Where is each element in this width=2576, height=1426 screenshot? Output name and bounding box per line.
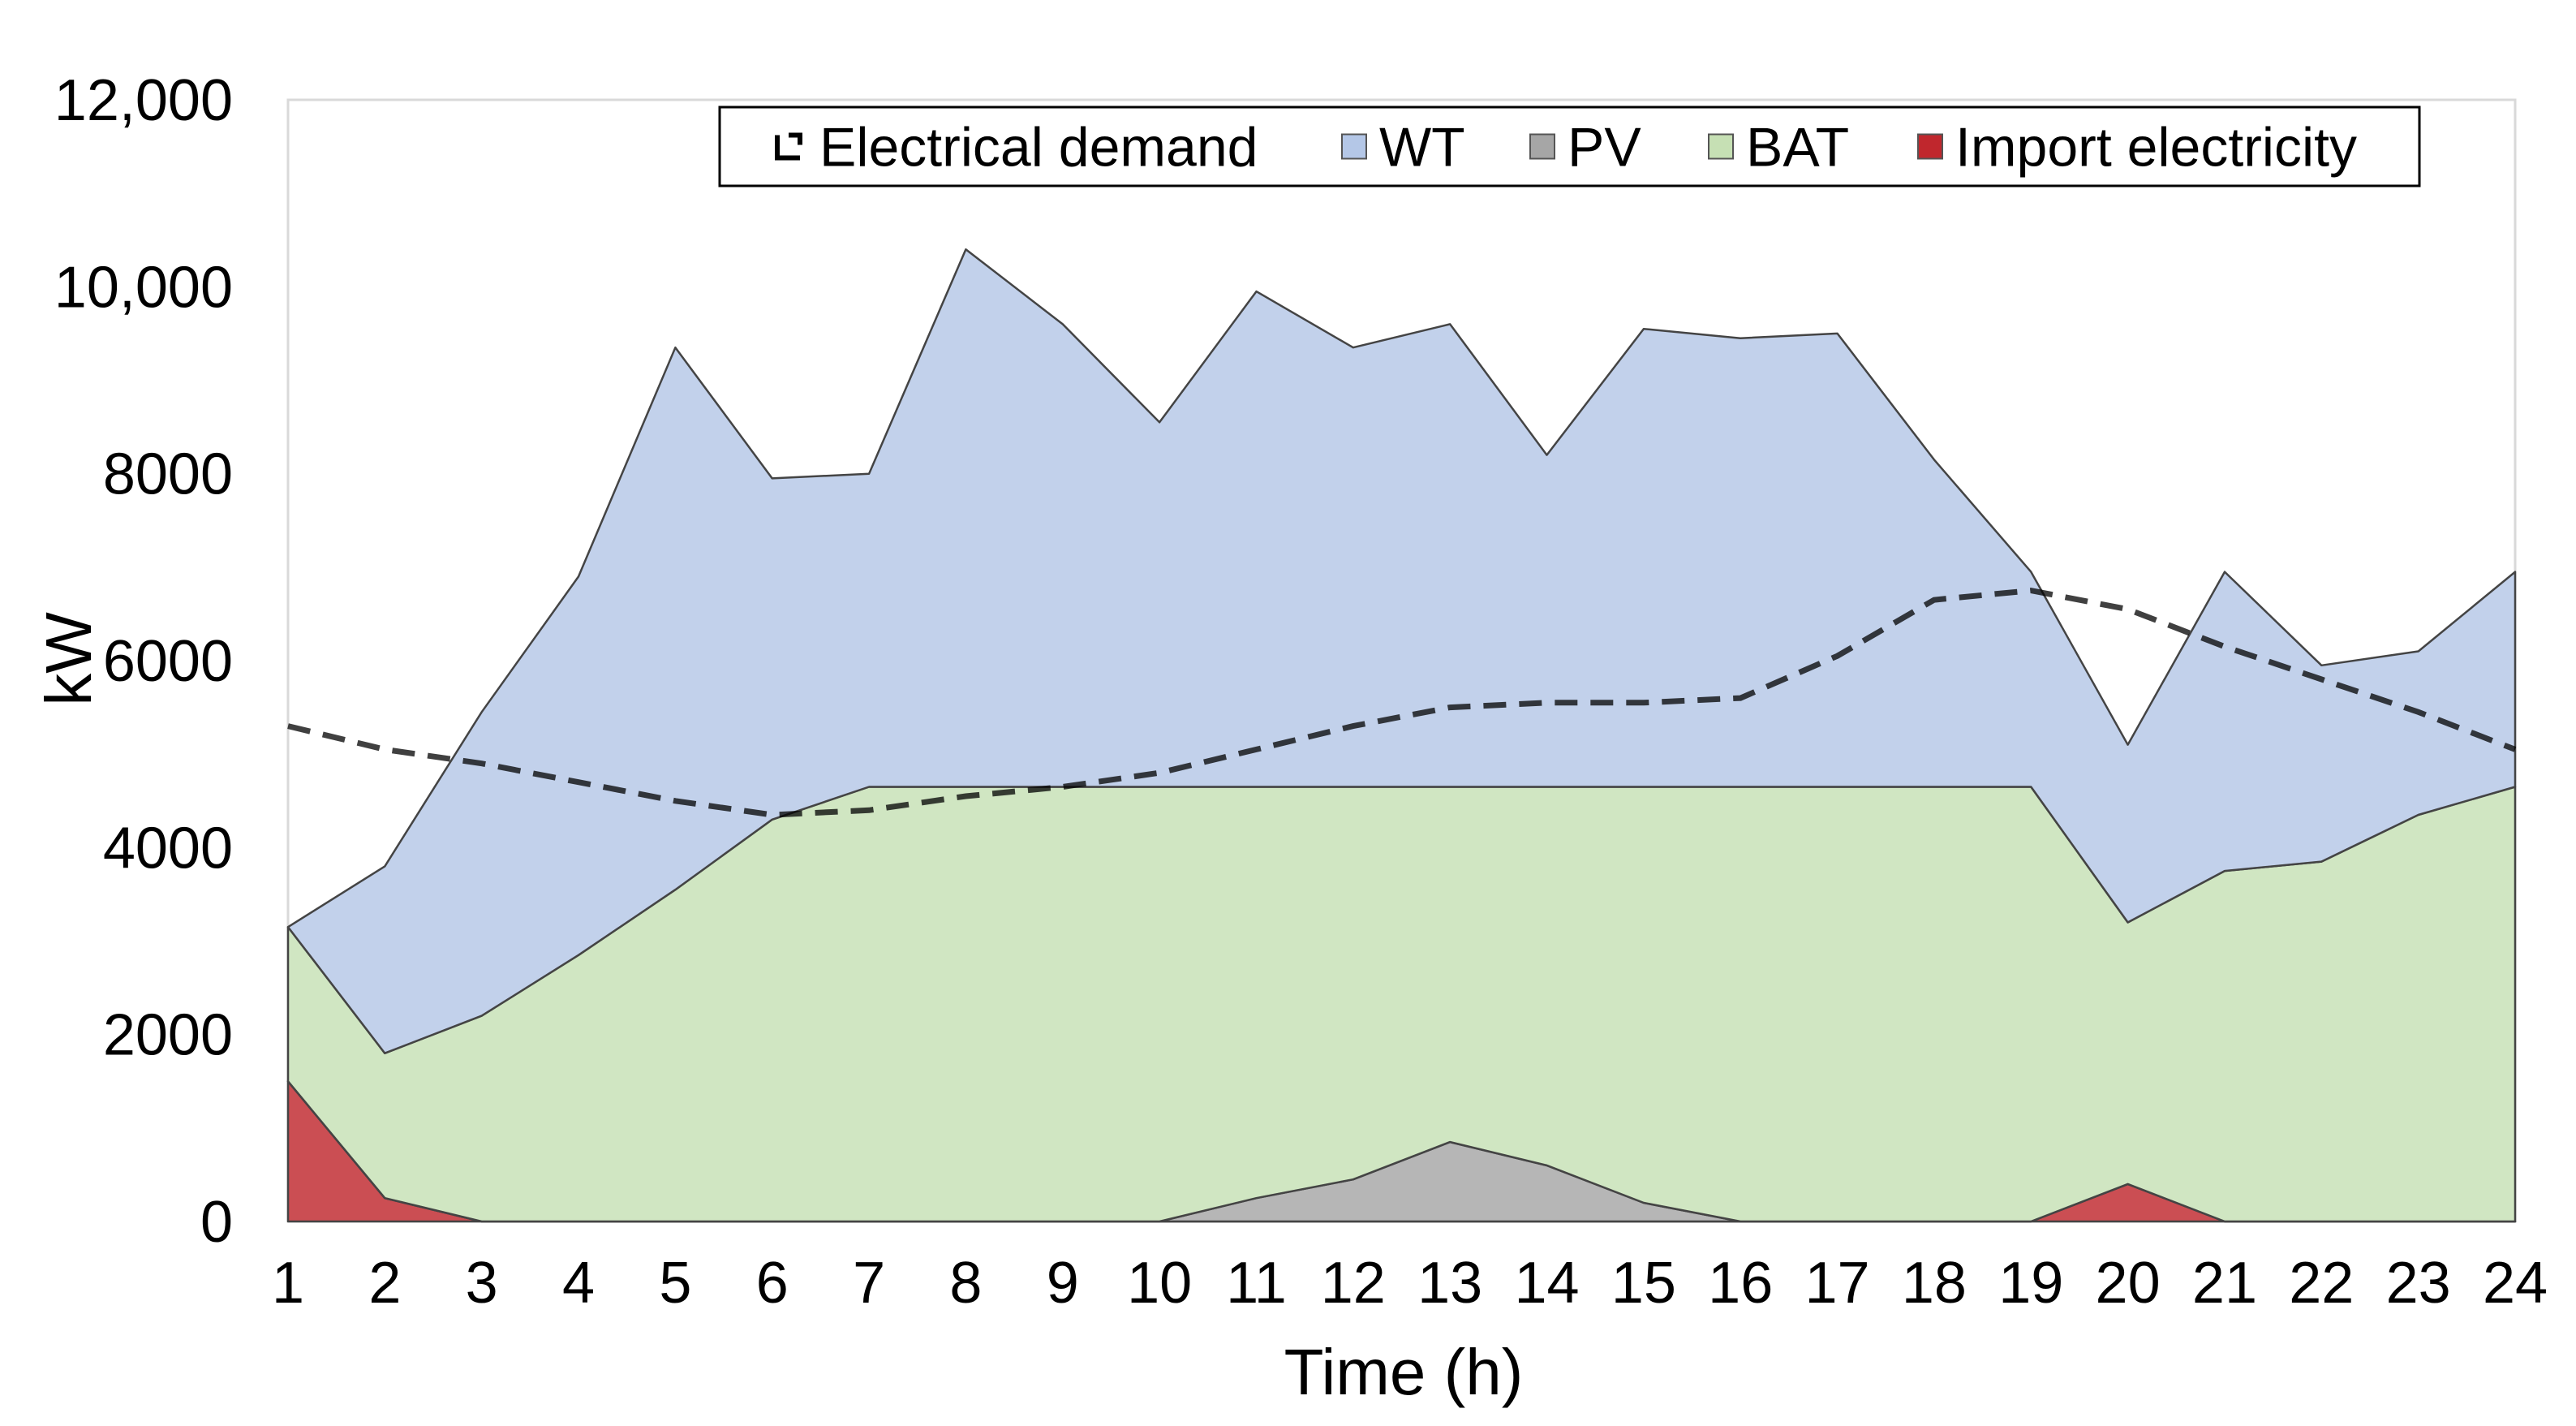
x-tick-label: 14	[1514, 1251, 1579, 1316]
x-tick-label: 23	[2386, 1251, 2451, 1316]
legend-symbol-bat	[1708, 133, 1734, 160]
x-tick-label: 15	[1611, 1251, 1676, 1316]
legend-symbol-wt	[1341, 133, 1367, 160]
legend-label-bat: BAT	[1746, 117, 1849, 179]
legend-symbol-electrical-demand	[775, 132, 802, 161]
x-tick-label: 13	[1417, 1251, 1482, 1316]
y-tick-label: 12,000	[54, 68, 233, 133]
x-tick-label: 24	[2483, 1251, 2548, 1316]
y-tick-label: 6000	[103, 629, 233, 694]
x-tick-label: 22	[2289, 1251, 2354, 1316]
x-tick-label: 4	[562, 1251, 595, 1316]
legend-symbol-pv	[1529, 133, 1555, 160]
x-tick-label: 11	[1226, 1251, 1287, 1316]
y-axis-ticks: 0 2000 4000 6000 8000 10,000 12,000	[54, 68, 233, 1255]
x-tick-label: 17	[1805, 1251, 1870, 1316]
legend-label-import-electricity: Import electricity	[1955, 117, 2357, 179]
x-tick-label: 21	[2192, 1251, 2257, 1316]
x-axis-title: Time (h)	[1284, 1336, 1524, 1408]
x-tick-label: 6	[756, 1251, 789, 1316]
legend-label-wt: WT	[1379, 117, 1465, 179]
x-tick-label: 5	[659, 1251, 691, 1316]
legend-symbol-import-electricity	[1917, 133, 1943, 160]
y-tick-label: 2000	[103, 1003, 233, 1068]
legend: Electrical demand WT PV BAT Import electrici…	[718, 106, 2421, 187]
x-tick-label: 2	[368, 1251, 401, 1316]
legend-label-pv: PV	[1568, 117, 1641, 179]
line-electrical-demand	[287, 588, 2517, 818]
legend-label-electrical-demand: Electrical demand	[819, 117, 1258, 179]
x-tick-label: 20	[2096, 1251, 2161, 1316]
y-tick-label: 10,000	[54, 255, 233, 320]
x-tick-label: 10	[1127, 1251, 1192, 1316]
x-tick-label: 12	[1321, 1251, 1386, 1316]
y-tick-label: 4000	[103, 816, 233, 881]
plot-area	[286, 98, 2517, 1223]
x-tick-label: 1	[272, 1251, 304, 1316]
x-tick-label: 19	[1998, 1251, 2063, 1316]
x-tick-label: 7	[853, 1251, 885, 1316]
y-tick-label: 0	[200, 1190, 233, 1255]
y-tick-label: 8000	[103, 442, 233, 507]
legend-box	[718, 106, 2421, 187]
y-axis-title: kW	[32, 612, 105, 706]
x-tick-label: 3	[466, 1251, 498, 1316]
x-tick-label: 9	[1047, 1251, 1079, 1316]
x-axis-ticks: 1 2 3 4 5 6 7 8 9 10 11 12 13 14 15 16 17 18 19 20 21 22 23 24	[272, 1251, 2548, 1316]
x-tick-label: 18	[1902, 1251, 1967, 1316]
x-tick-label: 8	[949, 1251, 982, 1316]
x-tick-label: 16	[1708, 1251, 1773, 1316]
